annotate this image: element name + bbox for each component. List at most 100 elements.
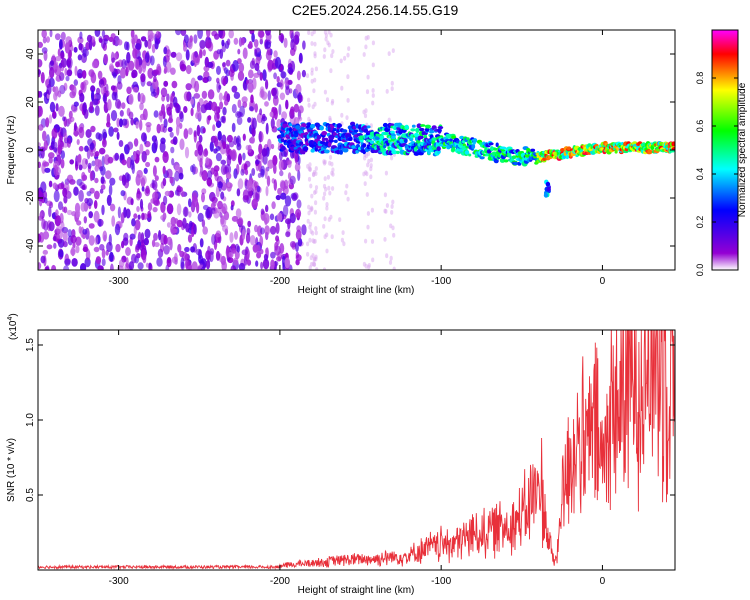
heatmap-noise-cell bbox=[220, 159, 227, 165]
heatmap-noise-cell bbox=[216, 65, 221, 75]
heatmap-noise-cell bbox=[387, 51, 391, 56]
heatmap-noise-cell bbox=[153, 69, 160, 75]
heatmap-noise-cell bbox=[85, 41, 90, 51]
heatmap-noise-cell bbox=[82, 228, 88, 235]
heatmap-noise-cell bbox=[147, 202, 153, 212]
heatmap-noise-cell bbox=[287, 79, 293, 85]
heatmap-noise-cell bbox=[269, 213, 275, 221]
heatmap-noise-cell bbox=[312, 88, 316, 94]
heatmap-noise-cell bbox=[290, 32, 295, 43]
heatmap-noise-cell bbox=[231, 215, 239, 222]
heatmap-noise-cell bbox=[313, 209, 317, 215]
heatmap-signal-cell bbox=[436, 146, 441, 152]
heatmap-signal-cell bbox=[362, 125, 368, 129]
heatmap-noise-cell bbox=[196, 107, 202, 119]
heatmap-noise-cell bbox=[307, 176, 312, 182]
heatmap-noise-cell bbox=[38, 58, 43, 68]
snr-x-tick-label: -100 bbox=[431, 576, 451, 587]
heatmap-noise-cell bbox=[109, 65, 115, 73]
heatmap-noise-cell bbox=[310, 78, 314, 84]
heatmap-noise-cell bbox=[132, 86, 139, 93]
heatmap-signal-cell bbox=[316, 134, 322, 140]
heatmap-signal-cell bbox=[323, 137, 329, 141]
heatmap-noise-cell bbox=[100, 184, 106, 190]
heatmap-noise-cell bbox=[322, 224, 326, 229]
heatmap-noise-cell bbox=[49, 30, 53, 38]
heatmap-noise-cell bbox=[308, 221, 313, 227]
heatmap-noise-cell bbox=[137, 231, 142, 243]
heatmap-noise-cell bbox=[313, 256, 317, 262]
heatmap-noise-cell bbox=[163, 80, 169, 87]
heatmap-noise-cell bbox=[331, 167, 335, 173]
heatmap-noise-cell bbox=[285, 218, 292, 225]
heatmap-noise-cell bbox=[366, 74, 370, 80]
heatmap-noise-cell bbox=[219, 101, 224, 110]
heatmap-noise-cell bbox=[312, 171, 316, 177]
heatmap-noise-cell bbox=[94, 150, 100, 157]
heatmap-noise-cell bbox=[238, 62, 245, 73]
heatmap-noise-cell bbox=[207, 170, 213, 180]
heatmap-signal-cell bbox=[280, 138, 285, 143]
heatmap-noise-cell bbox=[64, 68, 68, 76]
heatmap-noise-cell bbox=[57, 183, 65, 190]
heatmap-noise-cell bbox=[371, 40, 375, 46]
heatmap-noise-cell bbox=[156, 123, 161, 134]
snr-x-label: Height of straight line (km) bbox=[298, 585, 415, 596]
heatmap-noise-cell bbox=[94, 236, 99, 245]
heatmap-noise-cell bbox=[248, 41, 253, 49]
heatmap-noise-cell bbox=[265, 185, 269, 197]
heatmap-noise-cell bbox=[180, 257, 185, 269]
heatmap-noise-cell bbox=[185, 83, 192, 91]
heatmap-noise-cell bbox=[263, 213, 270, 225]
heatmap-noise-cell bbox=[140, 73, 146, 83]
heatmap-noise-cell bbox=[306, 241, 310, 247]
heatmap-signal-cell bbox=[321, 131, 328, 136]
heatmap-noise-cell bbox=[345, 183, 349, 189]
heatmap-noise-cell bbox=[154, 138, 158, 150]
heatmap-noise-cell bbox=[108, 36, 114, 43]
heatmap-noise-cell bbox=[383, 208, 387, 214]
heatmap-noise-cell bbox=[102, 128, 107, 141]
heatmap-noise-cell bbox=[53, 147, 57, 153]
heatmap-noise-cell bbox=[197, 144, 204, 156]
heatmap-noise-cell bbox=[213, 210, 220, 219]
heatmap-noise-cell bbox=[362, 52, 366, 57]
heatmap-noise-cell bbox=[247, 117, 252, 123]
heatmap-noise-cell bbox=[38, 90, 41, 98]
heatmap-noise-cell bbox=[185, 64, 192, 75]
heatmap-noise-cell bbox=[62, 231, 68, 242]
heatmap-noise-cell bbox=[327, 185, 331, 191]
heatmap-noise-cell bbox=[267, 159, 274, 169]
heatmap-noise-cell bbox=[199, 157, 203, 168]
heatmap-noise-cell bbox=[249, 235, 256, 246]
heatmap-noise-cell bbox=[279, 92, 286, 101]
heatmap-noise-cell bbox=[390, 155, 394, 161]
heatmap-noise-cell bbox=[383, 237, 387, 242]
heatmap-noise-cell bbox=[259, 108, 263, 116]
heatmap-noise-cell bbox=[369, 174, 373, 180]
heatmap-noise-cell bbox=[257, 172, 262, 179]
heatmap-noise-cell bbox=[153, 110, 159, 118]
heatmap-noise-cell bbox=[77, 54, 82, 61]
heatmap-noise-cell bbox=[166, 222, 171, 228]
heatmap-noise-cell bbox=[307, 97, 311, 103]
heatmap-noise-cell bbox=[307, 204, 311, 210]
heatmap-noise-cell bbox=[295, 229, 302, 241]
heatmap-signal-cell bbox=[288, 123, 293, 127]
heatmap-noise-cell bbox=[219, 48, 224, 59]
heatmap-noise-cell bbox=[144, 52, 150, 63]
heatmap-signal-cell bbox=[388, 123, 395, 127]
heatmap-noise-cell bbox=[94, 30, 101, 37]
heatmap-noise-cell bbox=[188, 211, 192, 218]
heatmap-noise-cell bbox=[323, 234, 327, 240]
heatmap-noise-cell bbox=[65, 36, 72, 45]
heatmap-noise-cell bbox=[244, 169, 249, 176]
heatmap-noise-cell bbox=[135, 174, 141, 186]
heatmap-noise-cell bbox=[58, 201, 63, 211]
heatmap-noise-cell bbox=[55, 56, 62, 62]
heatmap-noise-cell bbox=[78, 42, 83, 51]
heatmap-noise-cell bbox=[322, 54, 326, 59]
heatmap-noise-cell bbox=[283, 37, 288, 49]
heatmap-noise-cell bbox=[133, 151, 137, 161]
heatmap-noise-cell bbox=[298, 105, 304, 114]
